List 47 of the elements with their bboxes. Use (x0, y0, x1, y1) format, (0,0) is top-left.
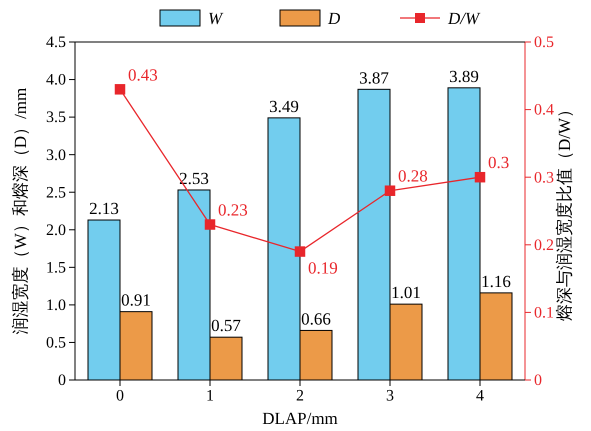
data-label: 0.66 (301, 309, 331, 328)
point (474, 172, 486, 182)
x-tick-label: 1 (206, 387, 214, 404)
y2-axis-title: 熔深与润湿宽度比值（D/W） (555, 100, 574, 322)
y-tick-label: 4.5 (46, 34, 66, 52)
legend-label: D (327, 9, 341, 28)
point (294, 246, 306, 257)
data-label: 3.87 (359, 68, 390, 88)
y-tick-label: 2.5 (46, 184, 66, 202)
data-label: 3.89 (449, 66, 479, 86)
data-label: 0.28 (398, 166, 428, 186)
data-label: 0.43 (128, 65, 158, 84)
x-tick-label: 4 (476, 387, 484, 404)
x-tick-label: 3 (386, 387, 394, 404)
data-label: 0.57 (211, 316, 242, 336)
y2-tick-label: 0.1 (534, 304, 554, 322)
y-tick-label: 3.5 (46, 109, 66, 126)
x-tick-label: 2 (296, 387, 304, 404)
y2-tick-label: 0.4 (534, 102, 554, 119)
data-label: 0.19 (308, 258, 338, 278)
y2-tick-label: 0 (534, 372, 542, 390)
data-label: 1.16 (481, 272, 511, 291)
point (114, 84, 126, 95)
data-label: 0.3 (488, 153, 510, 172)
data-label: 2.13 (89, 199, 119, 218)
y-tick-label: 0 (58, 372, 66, 390)
y-tick-label: 0.5 (46, 334, 66, 352)
y-tick-label: 1.5 (46, 259, 66, 276)
point (204, 219, 216, 230)
y2-tick-label: 0.2 (534, 236, 554, 254)
data-label: 1.01 (391, 283, 421, 302)
y-tick-label: 4.0 (46, 72, 66, 89)
y-axis-title: 润湿宽度（W）和熔深（D）/mm (11, 88, 30, 334)
x-axis-title: DLAP/mm (262, 409, 338, 428)
y2-tick-label: 0.3 (534, 169, 554, 186)
legend-label: D/W (447, 9, 481, 28)
y-tick-label: 3.0 (46, 146, 66, 164)
point (384, 185, 396, 196)
legend-label: W (208, 9, 224, 28)
y2-tick-label: 0.5 (534, 34, 554, 52)
y-tick-label: 1.0 (46, 297, 66, 314)
data-label: 3.49 (269, 96, 299, 116)
data-label: 2.53 (179, 168, 209, 188)
x-tick-label: 0 (116, 387, 124, 404)
data-label: 0.91 (121, 290, 151, 310)
y-tick-label: 2.0 (46, 222, 66, 239)
data-label: 0.23 (218, 200, 248, 220)
